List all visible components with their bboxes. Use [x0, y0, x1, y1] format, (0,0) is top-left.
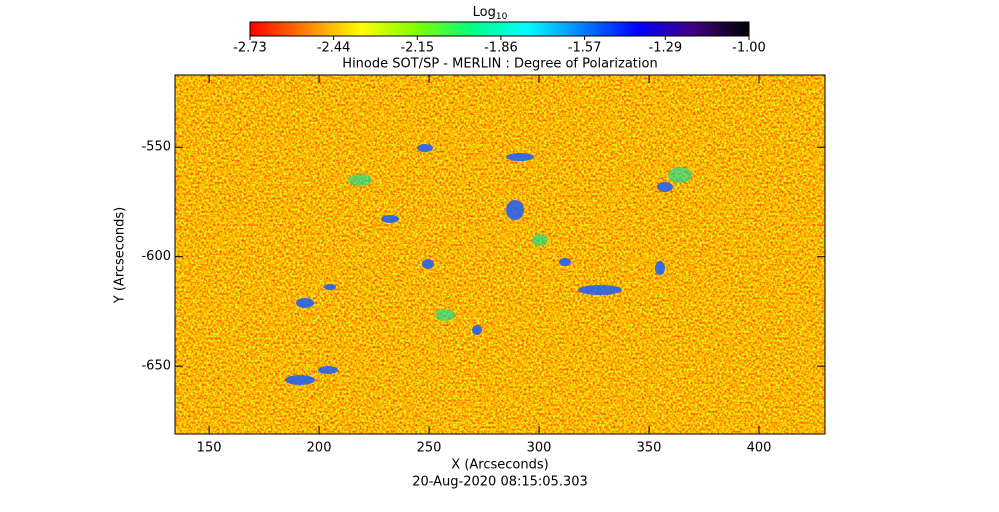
x-tick-label: 200 — [307, 441, 332, 456]
colorbar-tick-label: -1.00 — [732, 41, 766, 56]
x-tick-label: 400 — [747, 441, 772, 456]
colorbar-tick-label: -2.44 — [317, 41, 351, 56]
colorbar-tick-label: -1.57 — [568, 41, 602, 56]
colorbar-label: Log10 — [473, 5, 508, 22]
y-axis-label: Y (Arcseconds) — [113, 207, 128, 304]
colorbar-tick-label: -2.73 — [233, 41, 267, 56]
x-tick-label: 250 — [417, 441, 442, 456]
x-axis-label: X (Arcseconds) — [451, 458, 548, 473]
plot-frame — [174, 74, 826, 435]
y-tick-label: -550 — [141, 140, 171, 155]
x-tick-label: 300 — [527, 441, 552, 456]
chart-title: Hinode SOT/SP - MERLIN : Degree of Polar… — [342, 57, 657, 72]
plot-image — [175, 75, 825, 434]
colorbar-tick-label: -1.86 — [484, 41, 518, 56]
image-texture — [175, 75, 825, 434]
timestamp: 20-Aug-2020 08:15:05.303 — [412, 475, 588, 490]
colorbar-tick-label: -1.29 — [649, 41, 683, 56]
x-tick-label: 150 — [197, 441, 222, 456]
colorbar — [249, 21, 750, 37]
y-tick-label: -650 — [141, 359, 171, 374]
x-tick-label: 350 — [637, 441, 662, 456]
colorbar-label-text: Log — [473, 5, 496, 20]
medium-field-patches — [348, 167, 692, 321]
y-tick-label: -600 — [141, 249, 171, 264]
colorbar-label-subscript: 10 — [496, 12, 508, 22]
strong-field-patches — [285, 144, 673, 385]
colorbar-tick-label: -2.15 — [400, 41, 434, 56]
